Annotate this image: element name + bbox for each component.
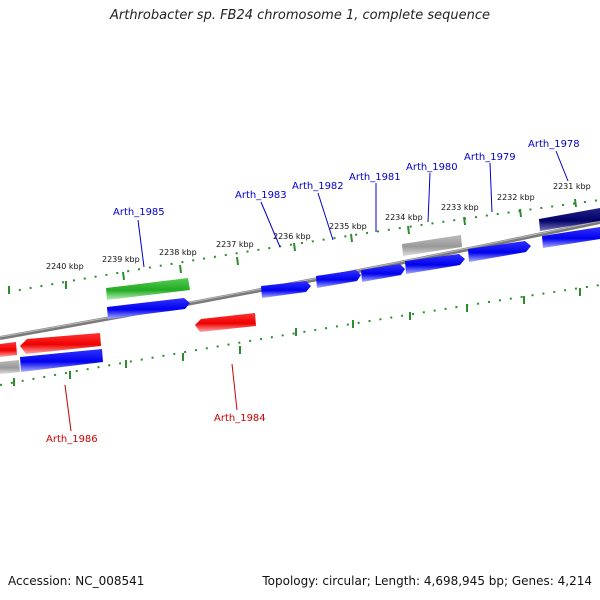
major-tick — [350, 233, 353, 243]
gene-feature-green[interactable] — [106, 278, 190, 300]
gene-label-arth-1981[interactable]: Arth_1981 — [349, 172, 401, 183]
forward-gene-arrow[interactable] — [542, 227, 600, 248]
accession-text: Accession: NC_008541 — [8, 574, 145, 588]
tick-label-2232: 2232 kbp — [497, 193, 535, 202]
forward-gene-arrow[interactable] — [261, 281, 311, 298]
tick-label-2233: 2233 kbp — [441, 203, 479, 212]
leader-line — [555, 150, 569, 182]
gene-feature-navy[interactable] — [539, 208, 600, 231]
forward-gene-arrow[interactable] — [468, 241, 531, 262]
major-tick — [407, 225, 410, 235]
leader-line — [260, 201, 281, 248]
gene-feature-grey-left[interactable] — [0, 360, 20, 374]
reverse-gene-arrow[interactable] — [20, 333, 101, 354]
major-tick — [519, 208, 522, 218]
leader-line — [489, 162, 493, 213]
forward-gene-arrow[interactable] — [20, 349, 103, 372]
gene-label-arth-1984[interactable]: Arth_1984 — [214, 413, 266, 424]
tick-label-2236: 2236 kbp — [273, 232, 311, 241]
major-tick — [574, 198, 577, 208]
gene-label-arth-1983[interactable]: Arth_1983 — [235, 190, 287, 201]
major-tick — [122, 271, 125, 281]
outer-tick-track — [7, 198, 600, 294]
leader-line — [231, 363, 238, 411]
major-tick — [293, 242, 296, 252]
gene-label-arth-1979[interactable]: Arth_1979 — [464, 152, 516, 163]
leader-line — [64, 384, 72, 432]
tick-label-2231: 2231 kbp — [553, 182, 591, 191]
tick-label-2238: 2238 kbp — [159, 248, 197, 257]
reverse-gene-arrow[interactable] — [0, 342, 17, 357]
gene-label-arth-1980[interactable]: Arth_1980 — [406, 162, 458, 173]
inner-tick-track — [0, 284, 600, 386]
gene-label-arth-1978[interactable]: Arth_1978 — [528, 139, 580, 150]
forward-gene-arrow[interactable] — [316, 270, 361, 288]
tick-label-2234: 2234 kbp — [385, 213, 423, 222]
forward-gene-arrow[interactable] — [405, 254, 465, 274]
gene-feature-grey[interactable] — [402, 235, 462, 256]
tick-label-2240: 2240 kbp — [46, 262, 84, 271]
leader-line — [427, 172, 431, 223]
gene-label-arth-1986[interactable]: Arth_1986 — [46, 434, 98, 445]
tick-label-2239: 2239 kbp — [102, 255, 140, 264]
tick-label-2237: 2237 kbp — [216, 240, 254, 249]
summary-text: Topology: circular; Length: 4,698,945 bp… — [262, 574, 592, 588]
major-tick — [179, 264, 182, 274]
major-tick — [463, 216, 466, 226]
tick-label-2235: 2235 kbp — [329, 222, 367, 231]
gene-label-arth-1982[interactable]: Arth_1982 — [292, 181, 344, 192]
major-tick — [236, 256, 239, 266]
map-title: Arthrobacter sp. FB24 chromosome 1, comp… — [109, 8, 491, 23]
forward-gene-arrow[interactable] — [361, 264, 405, 282]
forward-gene-arrow[interactable] — [107, 298, 190, 319]
leader-line — [137, 219, 145, 268]
gene-label-arth-1985[interactable]: Arth_1985 — [113, 207, 165, 218]
leader-line — [317, 192, 334, 241]
reverse-gene-arrow[interactable] — [195, 313, 256, 332]
